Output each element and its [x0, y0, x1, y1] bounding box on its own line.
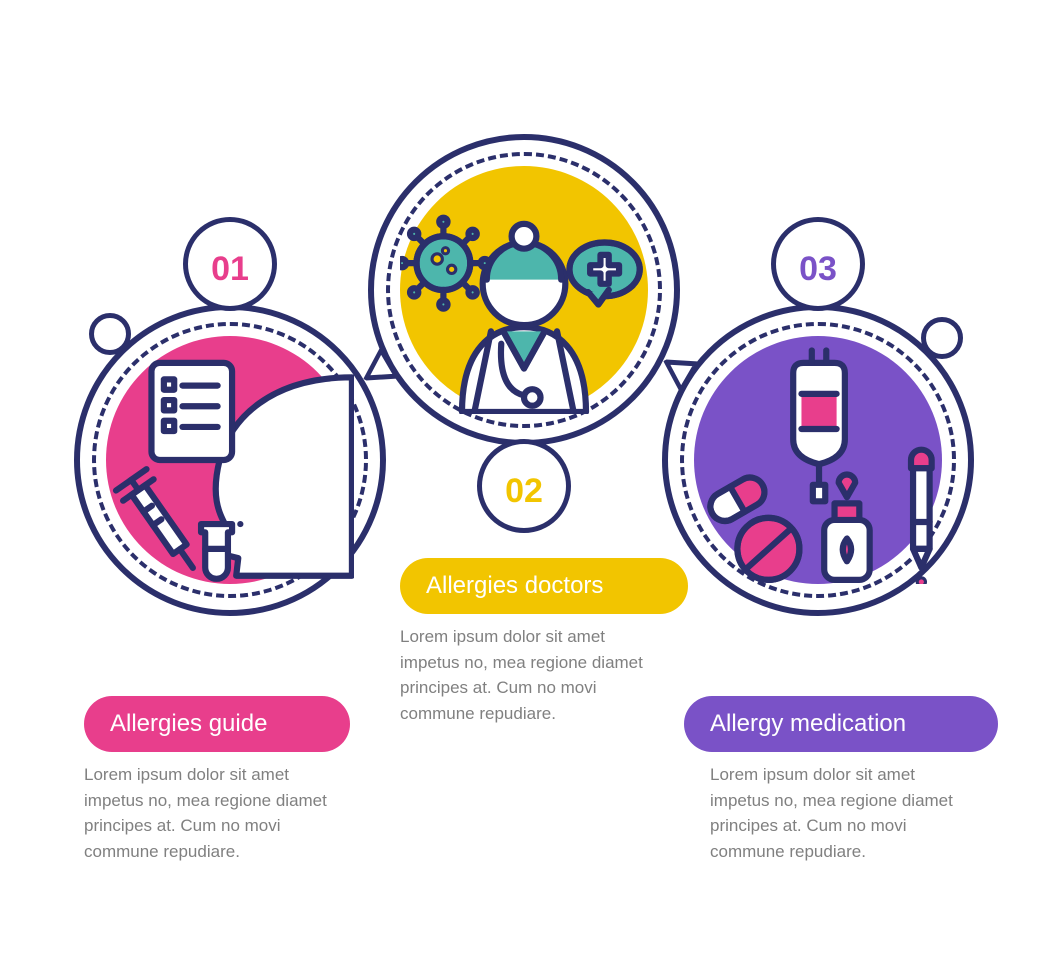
flow-end-dot	[921, 317, 963, 359]
step-title: Allergy medication	[710, 710, 906, 737]
step-02-description: Lorem ipsum dolor sit amet impetus no, m…	[400, 624, 660, 726]
step-number: 02	[505, 472, 543, 510]
step-number: 03	[799, 250, 837, 288]
allergies-doctor-icon	[400, 166, 648, 414]
step-02-title-pill: Allergies doctors	[400, 558, 688, 614]
step-number: 01	[211, 250, 249, 288]
allergy-medication-icon	[694, 336, 942, 584]
step-02-fill	[400, 166, 648, 414]
step-title: Allergies guide	[110, 710, 267, 737]
step-03-title-pill: Allergy medication	[684, 696, 998, 752]
step-03-description: Lorem ipsum dolor sit amet impetus no, m…	[710, 762, 970, 864]
step-02-number-badge: 02	[477, 439, 571, 533]
step-01-fill	[106, 336, 354, 584]
flow-start-dot	[89, 313, 131, 355]
step-03-fill	[694, 336, 942, 584]
infographic-root: 01 02 03 Allergies guide Lorem ipsum dolor s…	[0, 0, 1048, 980]
step-01-description: Lorem ipsum dolor sit amet impetus no, m…	[84, 762, 344, 864]
step-01-number-badge: 01	[183, 217, 277, 311]
step-title: Allergies doctors	[426, 572, 603, 599]
step-01-title-pill: Allergies guide	[84, 696, 350, 752]
allergies-guide-icon	[106, 336, 354, 584]
step-03-number-badge: 03	[771, 217, 865, 311]
